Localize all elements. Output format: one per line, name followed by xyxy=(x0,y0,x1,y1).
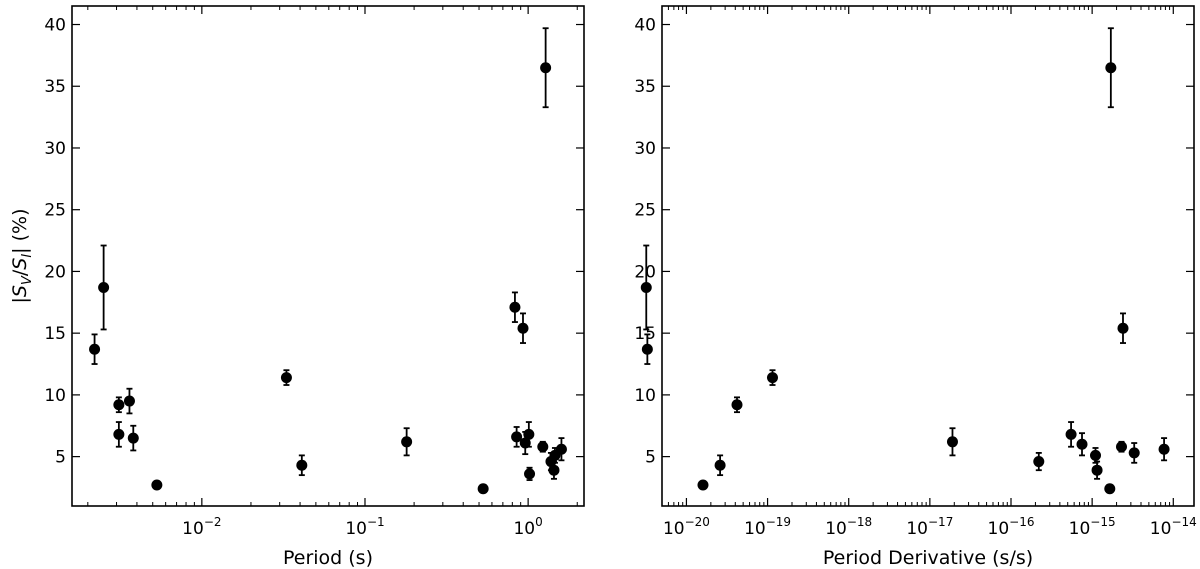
data-point xyxy=(946,436,958,448)
data-point xyxy=(731,399,743,411)
data-point xyxy=(89,343,101,355)
data-point xyxy=(511,431,523,443)
y-tick-label: 10 xyxy=(44,386,66,406)
data-point xyxy=(1091,464,1103,476)
panel-period: 5 10 15 20 25 30 35 40 10−2 10−1 100 Period (s) |SV/… xyxy=(9,5,585,569)
data-point xyxy=(714,459,726,471)
data-point xyxy=(1158,443,1170,455)
x-tick-label: 10−1 xyxy=(345,515,384,539)
data-point xyxy=(524,468,536,480)
data-point xyxy=(640,281,652,293)
data-point xyxy=(151,479,163,491)
y-tick-label: 40 xyxy=(634,16,656,36)
data-point xyxy=(1115,441,1127,453)
data-point xyxy=(548,464,560,476)
data-point xyxy=(477,483,489,495)
y-tick-label: 15 xyxy=(44,324,66,344)
y-axis-label: |SV/SI| (%) xyxy=(9,208,35,303)
data-point xyxy=(555,443,567,455)
data-point xyxy=(123,395,135,407)
data-point xyxy=(537,441,549,453)
data-point xyxy=(1104,483,1116,495)
y-tick-label: 5 xyxy=(55,448,66,468)
data-point xyxy=(1090,449,1102,461)
data-point xyxy=(523,428,535,440)
data-point xyxy=(1065,428,1077,440)
x-tick-label: 10−19 xyxy=(744,515,791,539)
plot-frame xyxy=(661,5,1195,507)
x-tick-label: 10−15 xyxy=(1069,515,1116,539)
x-tick-label: 100 xyxy=(513,515,542,539)
data-point xyxy=(1076,438,1088,450)
y-tick-label: 30 xyxy=(634,139,656,159)
y-tick-label: 30 xyxy=(44,139,66,159)
y-tick-label: 20 xyxy=(44,262,66,282)
data-point xyxy=(1105,62,1117,74)
y-tick-label: 20 xyxy=(634,262,656,282)
data-point xyxy=(540,62,552,74)
x-tick-label: 10−17 xyxy=(906,515,953,539)
data-point xyxy=(113,428,125,440)
data-point xyxy=(1117,322,1129,334)
y-tick-label: 35 xyxy=(634,77,656,97)
data-point xyxy=(296,459,308,471)
data-point xyxy=(517,322,529,334)
data-point xyxy=(509,301,521,313)
y-tick-label: 40 xyxy=(44,16,66,36)
data-point xyxy=(401,436,413,448)
x-tick-label: 10−14 xyxy=(1150,515,1197,539)
x-tick-label: 10−16 xyxy=(988,515,1035,539)
x-axis-label: Period (s) xyxy=(283,547,373,569)
x-tick-label: 10−20 xyxy=(663,515,710,539)
y-tick-label: 35 xyxy=(44,77,66,97)
y-tick-label: 25 xyxy=(634,201,656,221)
data-point xyxy=(280,372,292,384)
y-tick-label: 25 xyxy=(44,201,66,221)
x-tick-label: 10−18 xyxy=(825,515,872,539)
data-point xyxy=(127,432,139,444)
data-point xyxy=(641,343,653,355)
y-tick-label: 5 xyxy=(645,448,656,468)
data-point xyxy=(98,281,110,293)
y-tick-label: 10 xyxy=(634,386,656,406)
x-axis-label: Period Derivative (s/s) xyxy=(823,547,1033,569)
data-point xyxy=(766,372,778,384)
plot-frame xyxy=(71,5,585,507)
data-point xyxy=(697,479,709,491)
data-point xyxy=(113,399,125,411)
x-tick-label: 10−2 xyxy=(182,515,221,539)
data-point xyxy=(1033,456,1045,468)
data-point xyxy=(1128,447,1140,459)
